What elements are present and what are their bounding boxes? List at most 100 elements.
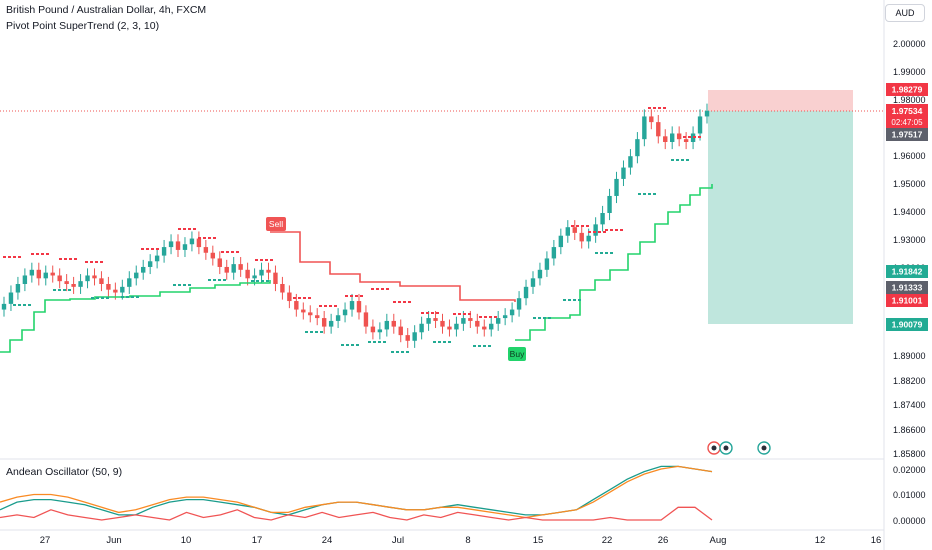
countdown-label: 02:47:05 (891, 118, 923, 127)
candle-body (683, 139, 689, 142)
candle-body (676, 133, 682, 140)
candle-body (349, 301, 355, 310)
candle-body (50, 272, 55, 276)
candle-body (15, 284, 21, 293)
candle-body (356, 301, 362, 313)
osc-tick-label: 0.02000 (893, 465, 926, 475)
candle-body (294, 301, 299, 310)
candle-body (377, 329, 383, 333)
price-tick-label: 1.96000 (893, 151, 926, 161)
candle-body (71, 284, 76, 287)
candle-body (287, 292, 292, 302)
candle-body (579, 232, 584, 242)
event-icon-dot (761, 445, 767, 451)
time-tick-label: 12 (815, 535, 826, 546)
candle-body (468, 318, 473, 321)
time-tick-label: 27 (40, 535, 51, 546)
last-price-label: 1.97534 (892, 106, 923, 116)
candle-body (147, 261, 153, 267)
candle-body (614, 178, 619, 196)
candle-body (106, 284, 111, 290)
candle-body (231, 264, 236, 273)
prev-price-label-bg (886, 128, 928, 141)
candle-body (544, 258, 550, 270)
candle-body (238, 264, 243, 270)
supertrend-up-line (0, 280, 271, 353)
currency-button[interactable]: AUD (885, 4, 925, 22)
time-tick-label: Jul (392, 535, 404, 546)
candle-body (572, 227, 577, 233)
candle-body (182, 244, 188, 250)
candle-body (475, 320, 480, 327)
candle-body (635, 139, 640, 157)
price-tick-label: 1.88200 (893, 376, 926, 386)
trend-price-label-b-bg (886, 281, 928, 294)
candle-body (649, 116, 654, 123)
candle-body (8, 292, 14, 304)
candle-body (558, 235, 564, 248)
candle-body (22, 275, 28, 284)
price-tick-label: 1.87400 (893, 400, 926, 410)
candle-body (656, 122, 661, 137)
candle-body (454, 323, 459, 330)
candle-body (168, 241, 174, 248)
candle-body (370, 326, 376, 333)
price-tick-label: 1.98000 (893, 95, 926, 105)
candle-body (328, 320, 334, 327)
candle-body (551, 247, 557, 259)
candle-body (398, 326, 403, 336)
candle-body (64, 281, 69, 284)
candle-body (502, 315, 508, 319)
candle-body (482, 326, 487, 330)
candle-body (273, 272, 278, 284)
candle-body (530, 278, 536, 287)
prev-price-label: 1.97517 (892, 130, 923, 140)
candle-body (489, 323, 494, 330)
candle-body (113, 289, 118, 293)
candle-body (92, 275, 97, 279)
candle-body (245, 269, 250, 279)
candle-body (99, 278, 104, 284)
candle-body (154, 255, 160, 262)
time-tick-label: 24 (322, 535, 333, 546)
candle-body (141, 266, 146, 273)
candle-body (537, 269, 543, 279)
time-tick-label: 17 (252, 535, 263, 546)
candle-body (57, 275, 62, 282)
trend-price-label-b: 1.91333 (892, 283, 923, 293)
candle-body (663, 136, 668, 142)
candle-body (308, 312, 313, 316)
trend-price-label-c-bg (886, 294, 928, 307)
candle-body (252, 275, 257, 279)
candle-body (621, 167, 626, 179)
candle-body (447, 326, 452, 330)
candle-body (704, 110, 710, 117)
candle-body (600, 213, 605, 225)
candle-body (217, 258, 222, 267)
target-price-label: 1.90079 (892, 320, 923, 330)
candle-body (224, 266, 229, 273)
candle-body (642, 116, 647, 140)
price-tick-label: 1.94000 (893, 207, 926, 217)
price-tick-label: 1.85800 (893, 449, 926, 459)
candle-body (134, 272, 139, 279)
candle-body (516, 298, 522, 310)
price-tick-label: 1.86600 (893, 425, 926, 435)
trend-price-label-a-bg (886, 265, 928, 278)
time-tick-label: Jun (106, 535, 121, 546)
time-tick-label: 10 (181, 535, 192, 546)
buy-signal-label: Buy (510, 349, 525, 359)
buy-signal-badge (508, 347, 526, 361)
candle-body (593, 224, 598, 236)
oscillator-series-line (0, 465, 713, 519)
candle-body (301, 309, 306, 313)
candle-body (523, 286, 529, 299)
candle-body (196, 238, 202, 248)
osc-tick-label: 0.01000 (893, 490, 926, 500)
osc-tick-label: 0.00000 (893, 516, 926, 526)
candle-body (342, 309, 348, 316)
candle-body (78, 281, 83, 287)
candle-body (391, 320, 396, 327)
price-tick-label: 1.89000 (893, 351, 926, 361)
